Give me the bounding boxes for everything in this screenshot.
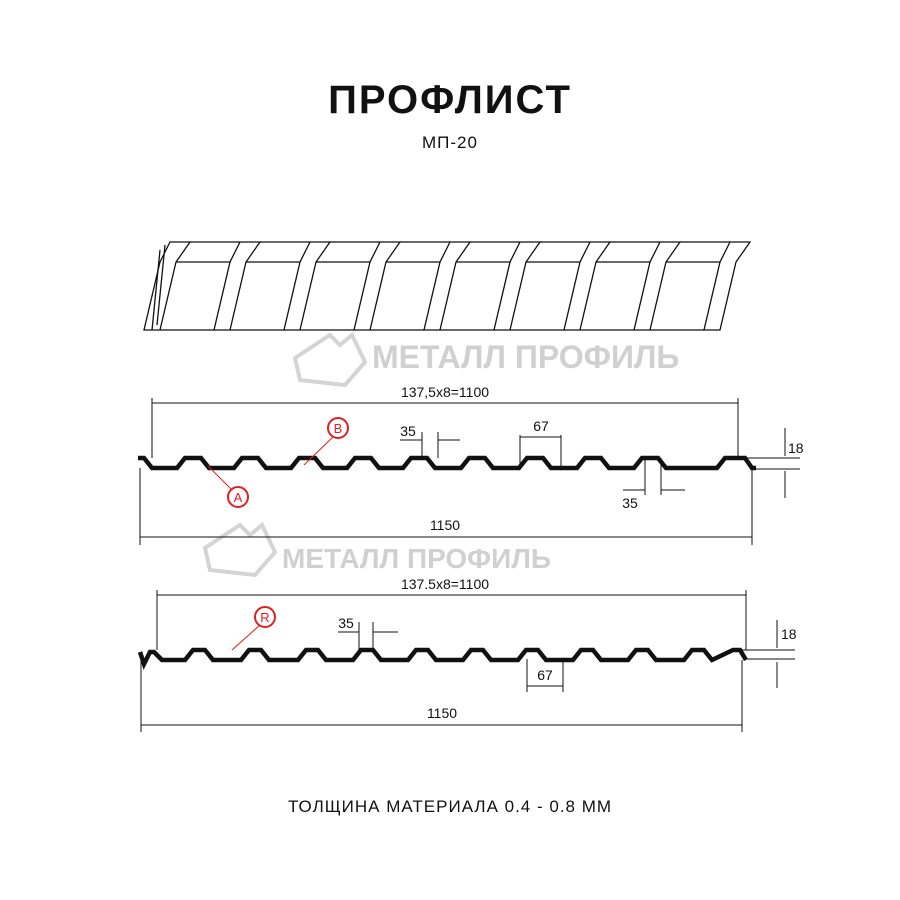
sheet-rib [353, 241, 402, 331]
watermark-logo-1 [292, 331, 368, 388]
pitch-label-bottom: 137.5x8=1100 [401, 576, 489, 592]
pitch-label-top: 137,5x8=1100 [401, 384, 489, 400]
material-thickness: ТОЛЩИНА МАТЕРИАЛА 0.4 - 0.8 ММ [287, 797, 613, 816]
profile-top [138, 398, 800, 545]
height-label-bottom: 18 [781, 626, 797, 642]
height-label-top: 18 [788, 440, 804, 456]
model-subtitle: МП-20 [422, 133, 478, 152]
top-width-label: 35 [400, 423, 416, 439]
watermark-text-1: МЕТАЛЛ ПРОФИЛЬ [372, 339, 679, 375]
top-width-label-bottom: 35 [338, 615, 354, 631]
callout-a-circle [227, 486, 249, 508]
callout-a: A [234, 490, 243, 505]
flat-label-bottom: 67 [537, 667, 553, 683]
sheet-rib [703, 241, 752, 331]
sheet-valley [230, 241, 310, 331]
sheet-valley [650, 241, 730, 331]
sheet-valley [580, 241, 660, 331]
profile-top-line [138, 455, 756, 471]
sheet-rib [143, 241, 192, 331]
callout-r-circle [254, 606, 276, 628]
watermark-logo-2 [202, 521, 278, 578]
callout-r: R [260, 610, 269, 625]
sheet-valley [160, 241, 240, 331]
page-title: ПРОФЛИСТ [328, 78, 572, 122]
profile-bottom-line [137, 647, 748, 670]
sheet-valley [510, 241, 590, 331]
flat-label-top: 67 [533, 418, 549, 434]
sheet-valley [300, 241, 380, 331]
callout-b-circle [327, 417, 349, 439]
sheet-edge [151, 244, 166, 331]
total-label-top: 1150 [430, 517, 460, 533]
watermark-text-2: МЕТАЛЛ ПРОФИЛЬ [282, 543, 551, 574]
sheet-rib [563, 241, 612, 331]
sheet-valley [440, 241, 520, 331]
sheet-rib [493, 241, 542, 331]
sheet-rib [283, 241, 332, 331]
callout-b: B [334, 421, 343, 436]
total-label-bottom: 1150 [427, 705, 457, 721]
sheet-valley [370, 241, 450, 331]
profile-bottom [137, 590, 795, 732]
sheet-rib [633, 241, 682, 331]
sheet-rib [423, 241, 472, 331]
sheet-3d-illustration [143, 241, 752, 331]
sheet-rib [213, 241, 262, 331]
bottom-width-label: 35 [622, 495, 638, 511]
